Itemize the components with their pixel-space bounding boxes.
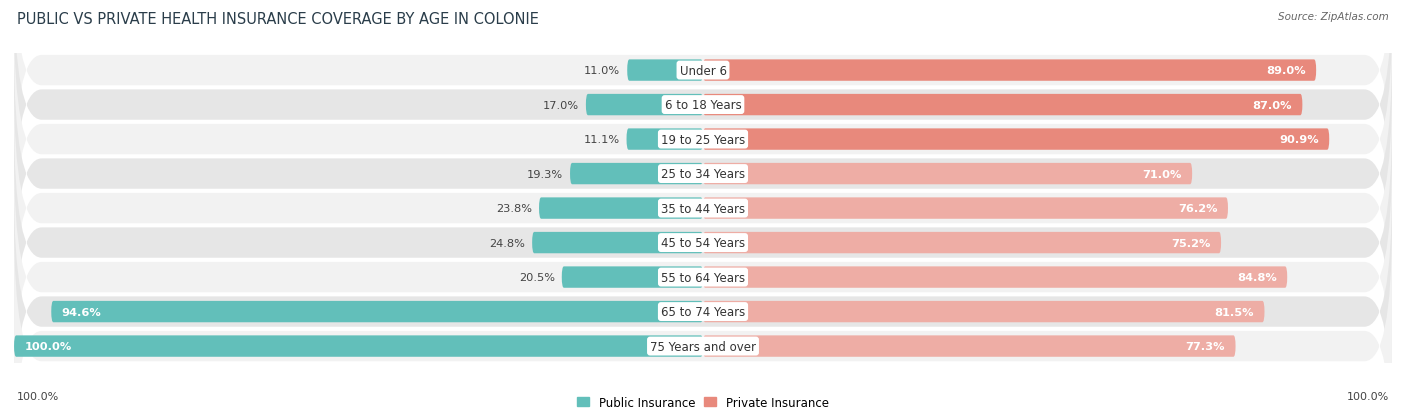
Text: Under 6: Under 6: [679, 64, 727, 77]
FancyBboxPatch shape: [703, 95, 1302, 116]
FancyBboxPatch shape: [14, 0, 1392, 228]
FancyBboxPatch shape: [14, 121, 1392, 366]
Text: 11.1%: 11.1%: [583, 135, 620, 145]
Text: 100.0%: 100.0%: [17, 391, 59, 401]
Text: 24.8%: 24.8%: [489, 238, 526, 248]
Text: 19.3%: 19.3%: [527, 169, 564, 179]
FancyBboxPatch shape: [14, 17, 1392, 262]
FancyBboxPatch shape: [562, 267, 703, 288]
Text: 100.0%: 100.0%: [24, 341, 72, 351]
FancyBboxPatch shape: [14, 155, 1392, 400]
FancyBboxPatch shape: [703, 198, 1227, 219]
Text: 75 Years and over: 75 Years and over: [650, 340, 756, 353]
FancyBboxPatch shape: [627, 129, 703, 150]
Text: 65 to 74 Years: 65 to 74 Years: [661, 305, 745, 318]
Text: 89.0%: 89.0%: [1267, 66, 1306, 76]
Text: 11.0%: 11.0%: [585, 66, 620, 76]
Text: 19 to 25 Years: 19 to 25 Years: [661, 133, 745, 146]
Text: 77.3%: 77.3%: [1185, 341, 1225, 351]
Text: 90.9%: 90.9%: [1279, 135, 1319, 145]
Text: 87.0%: 87.0%: [1253, 100, 1292, 110]
Text: 20.5%: 20.5%: [519, 273, 555, 282]
FancyBboxPatch shape: [51, 301, 703, 323]
FancyBboxPatch shape: [703, 301, 1264, 323]
FancyBboxPatch shape: [14, 86, 1392, 331]
FancyBboxPatch shape: [14, 0, 1392, 193]
FancyBboxPatch shape: [569, 164, 703, 185]
Text: 55 to 64 Years: 55 to 64 Years: [661, 271, 745, 284]
Text: 84.8%: 84.8%: [1237, 273, 1277, 282]
Text: 81.5%: 81.5%: [1215, 307, 1254, 317]
FancyBboxPatch shape: [14, 335, 703, 357]
FancyBboxPatch shape: [703, 164, 1192, 185]
Text: 35 to 44 Years: 35 to 44 Years: [661, 202, 745, 215]
FancyBboxPatch shape: [703, 335, 1236, 357]
FancyBboxPatch shape: [703, 60, 1316, 82]
Text: 100.0%: 100.0%: [1347, 391, 1389, 401]
Text: 75.2%: 75.2%: [1171, 238, 1211, 248]
FancyBboxPatch shape: [627, 60, 703, 82]
Text: 76.2%: 76.2%: [1178, 204, 1218, 214]
FancyBboxPatch shape: [703, 267, 1288, 288]
Text: 71.0%: 71.0%: [1143, 169, 1182, 179]
FancyBboxPatch shape: [538, 198, 703, 219]
Text: PUBLIC VS PRIVATE HEALTH INSURANCE COVERAGE BY AGE IN COLONIE: PUBLIC VS PRIVATE HEALTH INSURANCE COVER…: [17, 12, 538, 27]
Text: 6 to 18 Years: 6 to 18 Years: [665, 99, 741, 112]
Text: 94.6%: 94.6%: [62, 307, 101, 317]
FancyBboxPatch shape: [14, 52, 1392, 297]
Text: 25 to 34 Years: 25 to 34 Years: [661, 168, 745, 180]
Text: Source: ZipAtlas.com: Source: ZipAtlas.com: [1278, 12, 1389, 22]
FancyBboxPatch shape: [14, 189, 1392, 413]
Text: 45 to 54 Years: 45 to 54 Years: [661, 237, 745, 249]
FancyBboxPatch shape: [14, 224, 1392, 413]
FancyBboxPatch shape: [586, 95, 703, 116]
FancyBboxPatch shape: [703, 232, 1220, 254]
Text: 23.8%: 23.8%: [496, 204, 531, 214]
Legend: Public Insurance, Private Insurance: Public Insurance, Private Insurance: [572, 391, 834, 413]
FancyBboxPatch shape: [703, 129, 1329, 150]
FancyBboxPatch shape: [531, 232, 703, 254]
Text: 17.0%: 17.0%: [543, 100, 579, 110]
